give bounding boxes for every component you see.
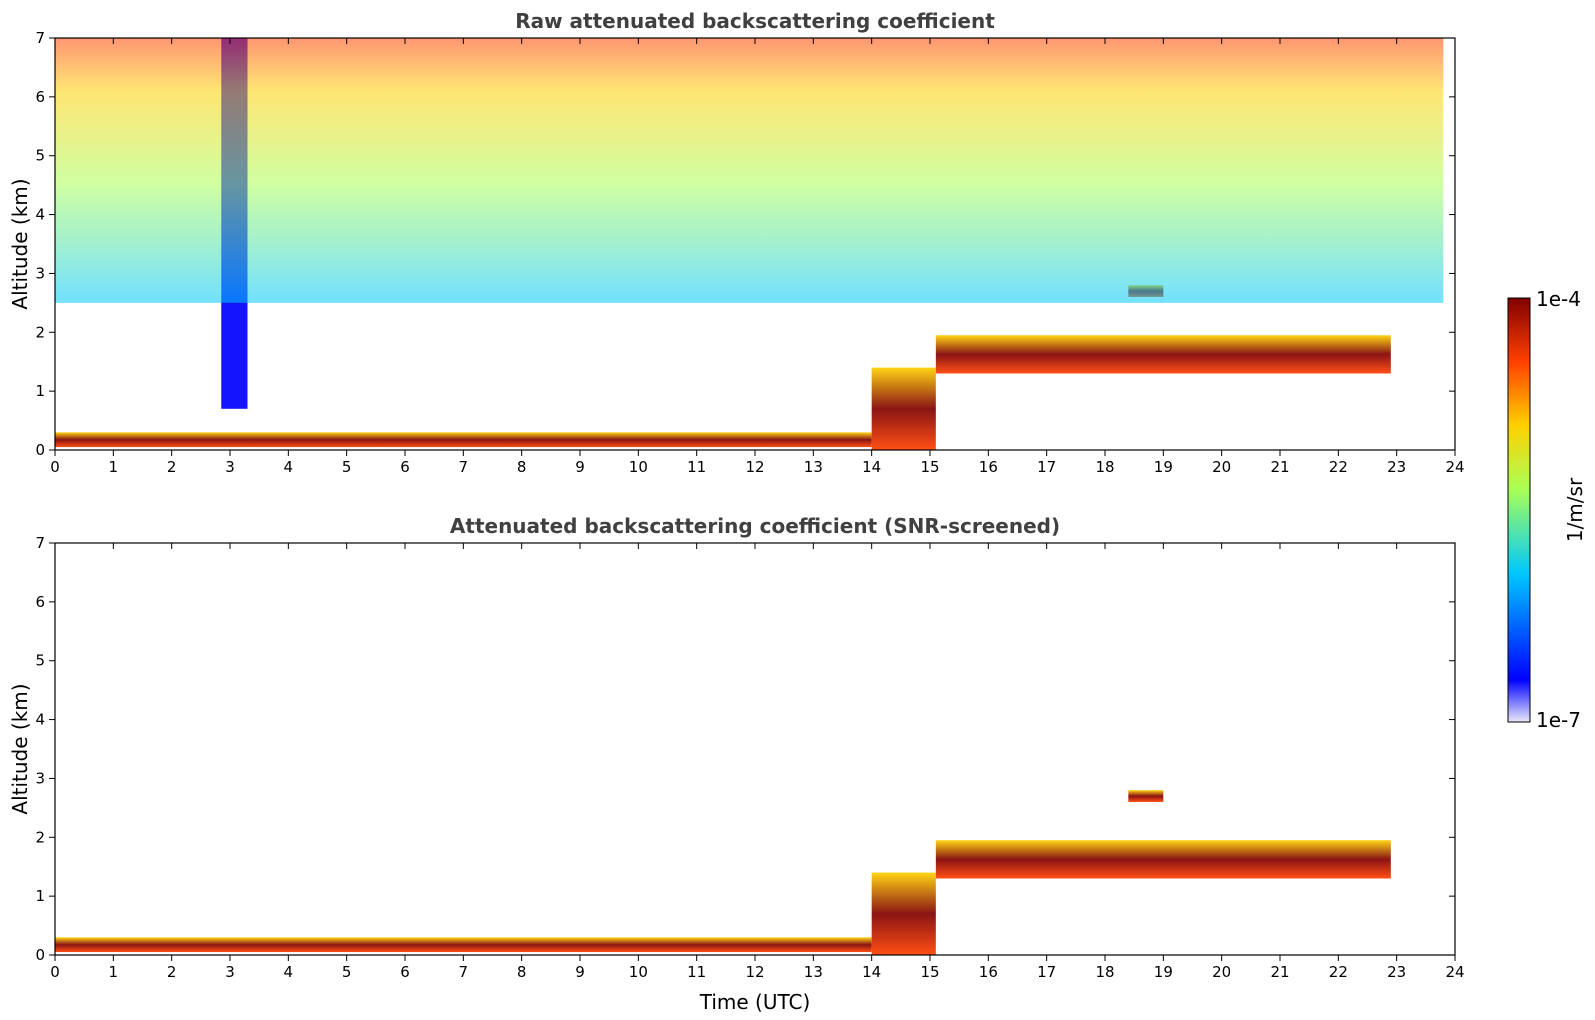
top-panel-title: Raw attenuated backscattering coefficien… <box>515 9 995 33</box>
bottom-x-tick-label: 22 <box>1329 963 1348 981</box>
top-x-tick-label: 24 <box>1445 458 1464 476</box>
bottom-y-tick-label: 5 <box>35 652 45 670</box>
bottom-x-tick-label: 6 <box>400 963 410 981</box>
bottom-x-axis: 0 1 2 3 4 5 6 7 8 9 10 11 12 13 14 15 16 17 18 19 20 21 22 23 24 <box>50 543 1465 981</box>
top-x-tick-label: 23 <box>1387 458 1406 476</box>
bottom-x-tick-label: 0 <box>50 963 60 981</box>
bottom-y-tick-label: 1 <box>35 887 45 905</box>
top-x-tick-label: 5 <box>342 458 352 476</box>
bottom-x-tick-label: 24 <box>1445 963 1464 981</box>
top-x-tick-label: 14 <box>862 458 881 476</box>
top-x-tick-label: 11 <box>687 458 706 476</box>
bottom-y-tick-label: 2 <box>35 828 45 846</box>
top-x-tick-label: 9 <box>575 458 585 476</box>
bottom-x-tick-label: 10 <box>629 963 648 981</box>
top-x-tick-label: 4 <box>284 458 294 476</box>
top-x-tick-label: 12 <box>745 458 764 476</box>
bottom-plot-frame <box>54 542 1456 956</box>
bottom-x-tick-label: 9 <box>575 963 585 981</box>
bottom-x-tick-label: 4 <box>284 963 294 981</box>
top-x-tick-label: 1 <box>109 458 119 476</box>
bottom-feature-cloud-layer <box>935 840 1391 879</box>
top-y-tick-label: 4 <box>35 206 45 224</box>
top-x-tick-label: 17 <box>1037 458 1056 476</box>
top-x-tick-label: 10 <box>629 458 648 476</box>
bottom-heatmap <box>55 790 1391 955</box>
top-y-tick-label: 0 <box>35 441 45 459</box>
bottom-x-tick-label: 12 <box>745 963 764 981</box>
top-x-tick-label: 7 <box>459 458 469 476</box>
bottom-x-tick-label: 23 <box>1387 963 1406 981</box>
x-axis-label: Time (UTC) <box>699 990 811 1014</box>
bottom-x-tick-label: 8 <box>517 963 527 981</box>
top-y-tick-label: 5 <box>35 147 45 165</box>
top-x-tick-label: 15 <box>920 458 939 476</box>
bottom-feature-cloud-patch <box>1128 790 1164 802</box>
top-x-tick-label: 6 <box>400 458 410 476</box>
colorbar-unit-label: 1/m/sr <box>1563 477 1587 542</box>
top-feature-surface-layer <box>55 432 872 448</box>
bottom-x-tick-label: 14 <box>862 963 881 981</box>
bottom-x-tick-label: 2 <box>167 963 177 981</box>
bottom-feature-surface-layer <box>55 937 872 953</box>
colorbar-max-label: 1e-4 <box>1536 287 1581 311</box>
top-x-tick-label: 20 <box>1212 458 1231 476</box>
top-x-tick-label: 21 <box>1270 458 1289 476</box>
top-feature-elevated-aerosol-layer <box>871 367 936 450</box>
top-x-tick-label: 3 <box>225 458 235 476</box>
top-heatmap <box>55 38 1444 450</box>
top-x-tick-label: 2 <box>167 458 177 476</box>
top-y-axis: 0 1 2 3 4 5 6 7 <box>35 29 1455 459</box>
bottom-x-tick-label: 15 <box>920 963 939 981</box>
bottom-y-tick-label: 7 <box>35 534 45 552</box>
top-y-tick-label: 6 <box>35 88 45 106</box>
bottom-x-tick-label: 16 <box>979 963 998 981</box>
bottom-x-tick-label: 13 <box>804 963 823 981</box>
bottom-x-tick-label: 18 <box>1095 963 1114 981</box>
top-x-tick-label: 22 <box>1329 458 1348 476</box>
top-y-tick-label: 3 <box>35 264 45 282</box>
bottom-feature-elevated-aerosol-layer <box>871 872 936 955</box>
bottom-y-tick-label: 3 <box>35 769 45 787</box>
top-panel: Raw attenuated backscattering coefficien… <box>8 9 1465 476</box>
bottom-x-tick-label: 7 <box>459 963 469 981</box>
bottom-x-tick-label: 5 <box>342 963 352 981</box>
top-x-axis: 0 1 2 3 4 5 6 7 8 9 10 11 12 13 14 15 16 17 18 19 20 21 22 23 24 <box>50 38 1465 476</box>
bottom-x-tick-label: 1 <box>109 963 119 981</box>
top-x-tick-label: 13 <box>804 458 823 476</box>
bottom-x-tick-label: 21 <box>1270 963 1289 981</box>
top-x-tick-label: 0 <box>50 458 60 476</box>
bottom-x-tick-label: 11 <box>687 963 706 981</box>
top-feature-background-noise <box>55 38 1444 303</box>
bottom-y-tick-label: 0 <box>35 946 45 964</box>
bottom-y-axis-label: Altitude (km) <box>8 683 32 814</box>
colorbar: 1e-4 1e-7 1/m/sr <box>1507 287 1587 732</box>
bottom-x-tick-label: 3 <box>225 963 235 981</box>
bottom-x-tick-label: 20 <box>1212 963 1231 981</box>
bottom-panel: Attenuated backscattering coefficient (S… <box>8 514 1465 1014</box>
bottom-y-axis: 0 1 2 3 4 5 6 7 <box>35 534 1455 964</box>
top-y-tick-label: 7 <box>35 29 45 47</box>
top-x-tick-label: 8 <box>517 458 527 476</box>
bottom-y-tick-label: 6 <box>35 593 45 611</box>
bottom-y-tick-label: 4 <box>35 711 45 729</box>
top-x-tick-label: 16 <box>979 458 998 476</box>
top-x-tick-label: 19 <box>1154 458 1173 476</box>
bottom-panel-title: Attenuated backscattering coefficient (S… <box>450 514 1060 538</box>
top-feature-cloud-layer <box>935 335 1391 374</box>
top-y-axis-label: Altitude (km) <box>8 178 32 309</box>
top-x-tick-label: 18 <box>1095 458 1114 476</box>
bottom-x-tick-label: 17 <box>1037 963 1056 981</box>
top-y-tick-label: 2 <box>35 323 45 341</box>
colorbar-gradient <box>1507 297 1531 723</box>
colorbar-min-label: 1e-7 <box>1536 708 1581 732</box>
top-y-tick-label: 1 <box>35 382 45 400</box>
bottom-x-tick-label: 19 <box>1154 963 1173 981</box>
